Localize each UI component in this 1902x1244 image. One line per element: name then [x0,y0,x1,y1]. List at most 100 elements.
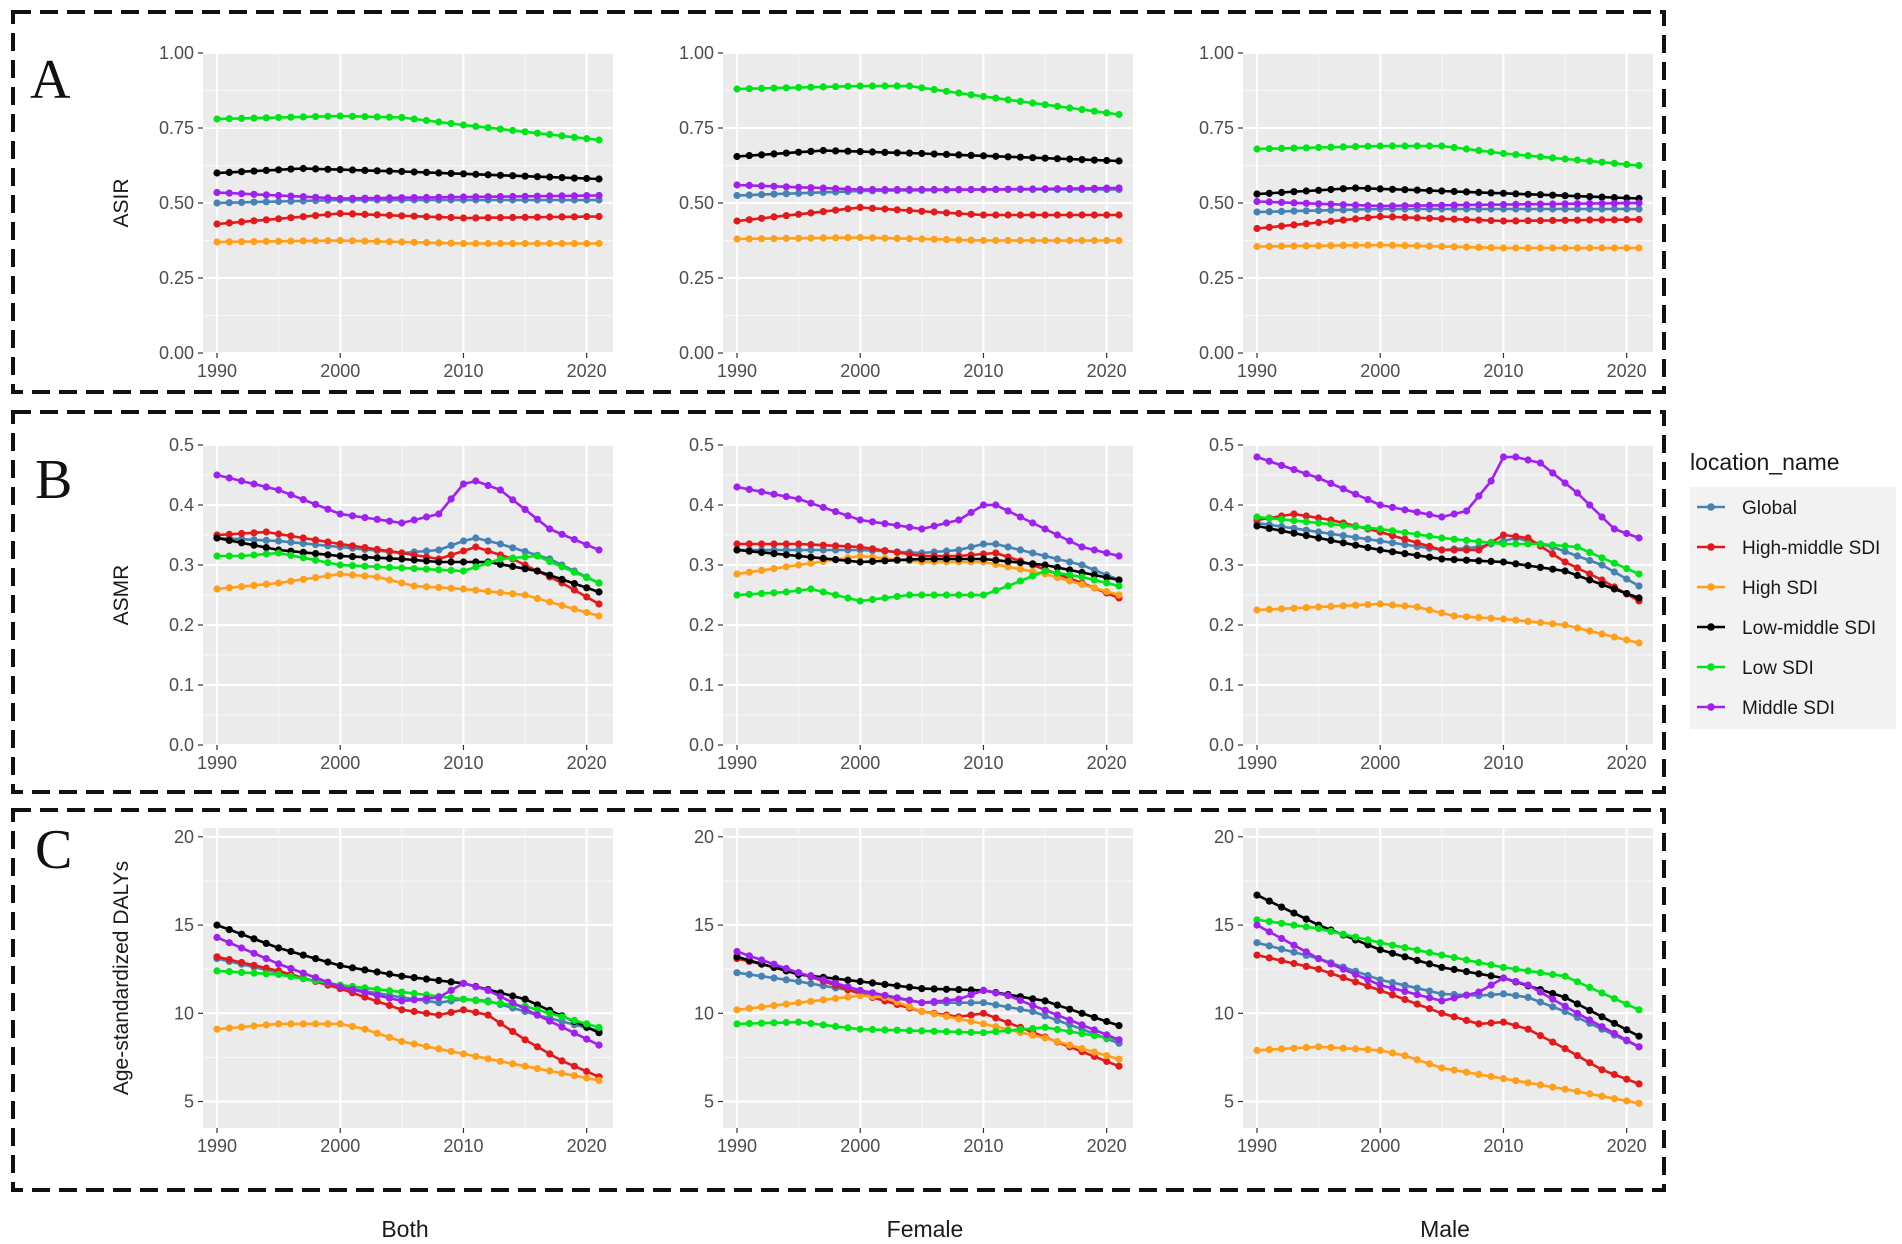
data-point [1290,948,1298,956]
data-point [336,983,344,991]
data-point [1041,236,1049,245]
data-point [1536,217,1544,225]
data-point [1499,200,1508,209]
data-point [1475,613,1483,622]
data-point [1536,244,1544,252]
data-point [758,214,766,222]
data-point [1462,1068,1471,1076]
data-point [1401,550,1409,558]
data-point [1561,244,1569,252]
data-point [385,113,394,121]
data-point [918,149,926,158]
legend-entry-low-middle-sdi: Low-middle SDI [1693,609,1876,645]
data-point [1610,633,1618,641]
data-point [967,1017,975,1025]
data-point [955,185,963,194]
series-low-sdi [733,1018,1123,1044]
data-point [287,947,295,956]
data-point [1302,915,1310,923]
data-point [1090,584,1098,592]
data-point [1339,539,1347,547]
data-point [955,516,963,524]
data-point [905,996,914,1004]
data-point [1265,954,1273,962]
data-point [770,213,778,221]
x-tick-label: 2020 [1087,1136,1127,1156]
data-point [275,191,283,200]
data-point [459,558,468,566]
data-point [1265,917,1273,926]
data-point [410,556,418,564]
data-point [275,960,283,968]
data-point [324,505,332,513]
data-point [881,557,889,565]
data-point [1004,185,1012,193]
data-point [1029,560,1037,568]
data-point [1376,212,1384,221]
data-point [213,169,221,177]
data-point [1487,557,1495,566]
data-point [287,1020,295,1028]
data-point [819,146,827,155]
data-point [570,605,579,613]
data-point [299,548,307,557]
data-point [1053,1016,1061,1024]
data-point [262,216,270,224]
data-point [1512,217,1520,225]
data-point [733,483,741,491]
data-point [1536,459,1544,467]
data-point [1078,236,1086,245]
data-point [583,135,591,143]
data-point [1425,542,1434,551]
data-point [856,185,864,194]
data-point [1586,199,1594,208]
data-point [533,1001,542,1009]
data-point [1053,185,1061,193]
data-point [1401,602,1409,610]
data-point [844,1024,852,1032]
data-point [1103,211,1111,219]
data-point [1265,928,1273,936]
data-point [1524,967,1532,975]
data-point [1561,567,1569,575]
data-point [1549,154,1557,162]
data-point [1253,513,1261,521]
data-point [1364,1046,1372,1054]
data-point [1029,236,1037,245]
data-point [472,170,480,178]
data-point [287,165,295,173]
data-point [942,236,951,244]
data-point [819,503,827,511]
data-point [893,234,901,242]
data-point [1078,580,1086,589]
data-point [832,994,840,1003]
data-point [1635,199,1643,207]
data-point [905,1003,914,1011]
data-point [1388,1049,1397,1057]
data-point [745,1019,753,1028]
data-point [758,566,766,575]
data-point [918,185,926,194]
data-point [893,982,901,990]
data-point [1499,244,1508,252]
data-point [1438,555,1446,563]
data-point [1115,236,1123,245]
data-point [992,185,1000,193]
data-point [385,238,394,246]
data-point [435,239,443,247]
data-point [868,204,877,212]
data-point [1561,155,1569,163]
data-point [1499,189,1508,197]
data-point [484,1055,492,1063]
data-point [1388,213,1397,221]
data-point [1090,1032,1098,1040]
data-point [225,552,233,560]
data-point [1413,603,1421,611]
data-point [942,591,951,599]
series-middle-sdi [733,181,1123,194]
data-point [1253,208,1261,216]
data-point [312,550,320,558]
data-point [1290,529,1298,537]
data-point [967,543,975,551]
data-point [868,82,877,90]
